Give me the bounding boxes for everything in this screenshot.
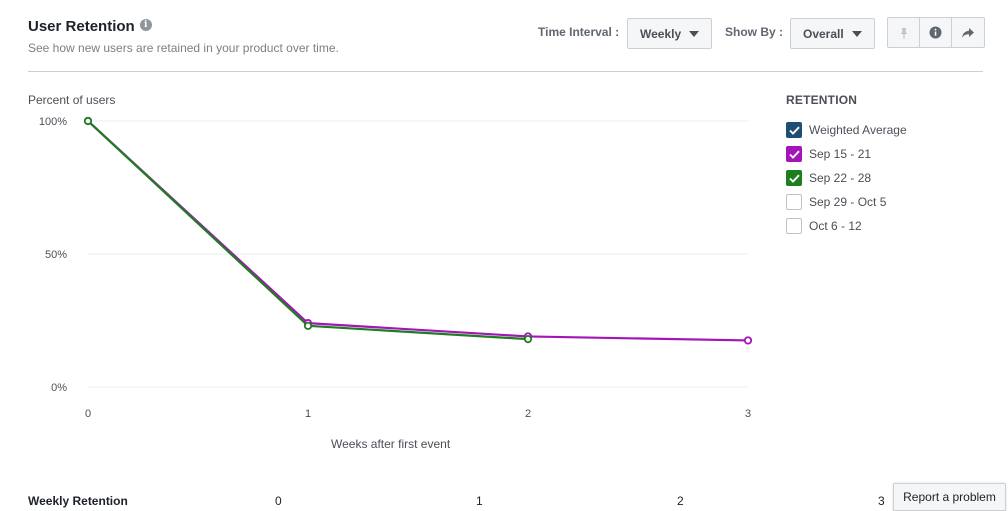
x-tick-label: 2 — [525, 408, 531, 420]
show-by-dropdown[interactable]: Overall — [790, 18, 875, 49]
y-tick-label: 0% — [51, 382, 67, 394]
header-divider — [28, 71, 983, 72]
legend-label: Weighted Average — [809, 123, 907, 137]
legend-checkbox[interactable] — [786, 170, 802, 186]
legend-item[interactable]: Sep 22 - 28 — [786, 170, 871, 186]
time-interval-dropdown[interactable]: Weekly — [627, 18, 712, 49]
y-tick-label: 100% — [39, 116, 67, 128]
share-button[interactable] — [952, 18, 984, 47]
legend-label: Sep 29 - Oct 5 — [809, 195, 887, 209]
data-point-sep-22-28 — [303, 321, 313, 330]
legend-item[interactable]: Sep 29 - Oct 5 — [786, 194, 886, 210]
legend-checkbox[interactable] — [786, 122, 802, 138]
legend-label: Sep 22 - 28 — [809, 171, 872, 185]
data-point-sep-22-28 — [83, 116, 93, 126]
action-buttons — [887, 17, 985, 48]
checkmark-icon — [788, 150, 800, 159]
table-column-header: 3 — [878, 494, 885, 508]
table-column-header: 2 — [677, 494, 684, 508]
title-text: User Retention — [28, 18, 135, 35]
show-by-value: Overall — [803, 26, 844, 41]
time-interval-value: Weekly — [640, 26, 682, 41]
x-tick-label: 1 — [305, 408, 311, 420]
legend-checkbox[interactable] — [786, 146, 802, 162]
info-icon[interactable]: i — [139, 18, 152, 31]
y-axis-title: Percent of users — [28, 93, 116, 107]
x-axis-title: Weeks after first event — [331, 437, 451, 451]
pin-icon — [900, 27, 907, 38]
y-tick-label: 50% — [45, 249, 67, 261]
table-column-header: 1 — [476, 494, 483, 508]
legend-checkbox[interactable] — [786, 218, 802, 234]
share-icon — [962, 27, 974, 38]
info-icon — [929, 26, 942, 39]
time-interval-label: Time Interval : — [538, 25, 620, 39]
show-by-label: Show By : — [725, 25, 784, 39]
x-tick-label: 3 — [745, 408, 751, 420]
legend-item[interactable]: Sep 15 - 21 — [786, 146, 871, 162]
checkmark-icon — [788, 174, 800, 183]
info-button[interactable] — [920, 18, 952, 47]
page-subtitle: See how new users are retained in your p… — [28, 41, 339, 55]
legend-item[interactable]: Weighted Average — [786, 122, 907, 138]
x-tick-label: 0 — [85, 408, 91, 420]
legend-item[interactable]: Oct 6 - 12 — [786, 218, 862, 234]
report-problem-button[interactable]: Report a problem — [893, 483, 1006, 511]
data-point-sep-15-21 — [743, 336, 753, 345]
weekly-retention-label: Weekly Retention — [28, 494, 128, 508]
pin-button[interactable] — [888, 18, 920, 47]
series-line-sep-15-21 — [87, 120, 749, 342]
page-title: User Retention i — [28, 18, 152, 35]
series-line-sep-22-28 — [87, 120, 529, 341]
legend-title: RETENTION — [786, 93, 858, 107]
table-column-header: 0 — [275, 494, 282, 508]
legend-label: Oct 6 - 12 — [809, 219, 862, 233]
legend-label: Sep 15 - 21 — [809, 147, 872, 161]
checkmark-icon — [788, 126, 800, 135]
data-point-sep-22-28 — [523, 335, 533, 344]
legend-checkbox[interactable] — [786, 194, 802, 210]
chevron-down-icon — [689, 30, 700, 37]
chevron-down-icon — [851, 30, 862, 37]
